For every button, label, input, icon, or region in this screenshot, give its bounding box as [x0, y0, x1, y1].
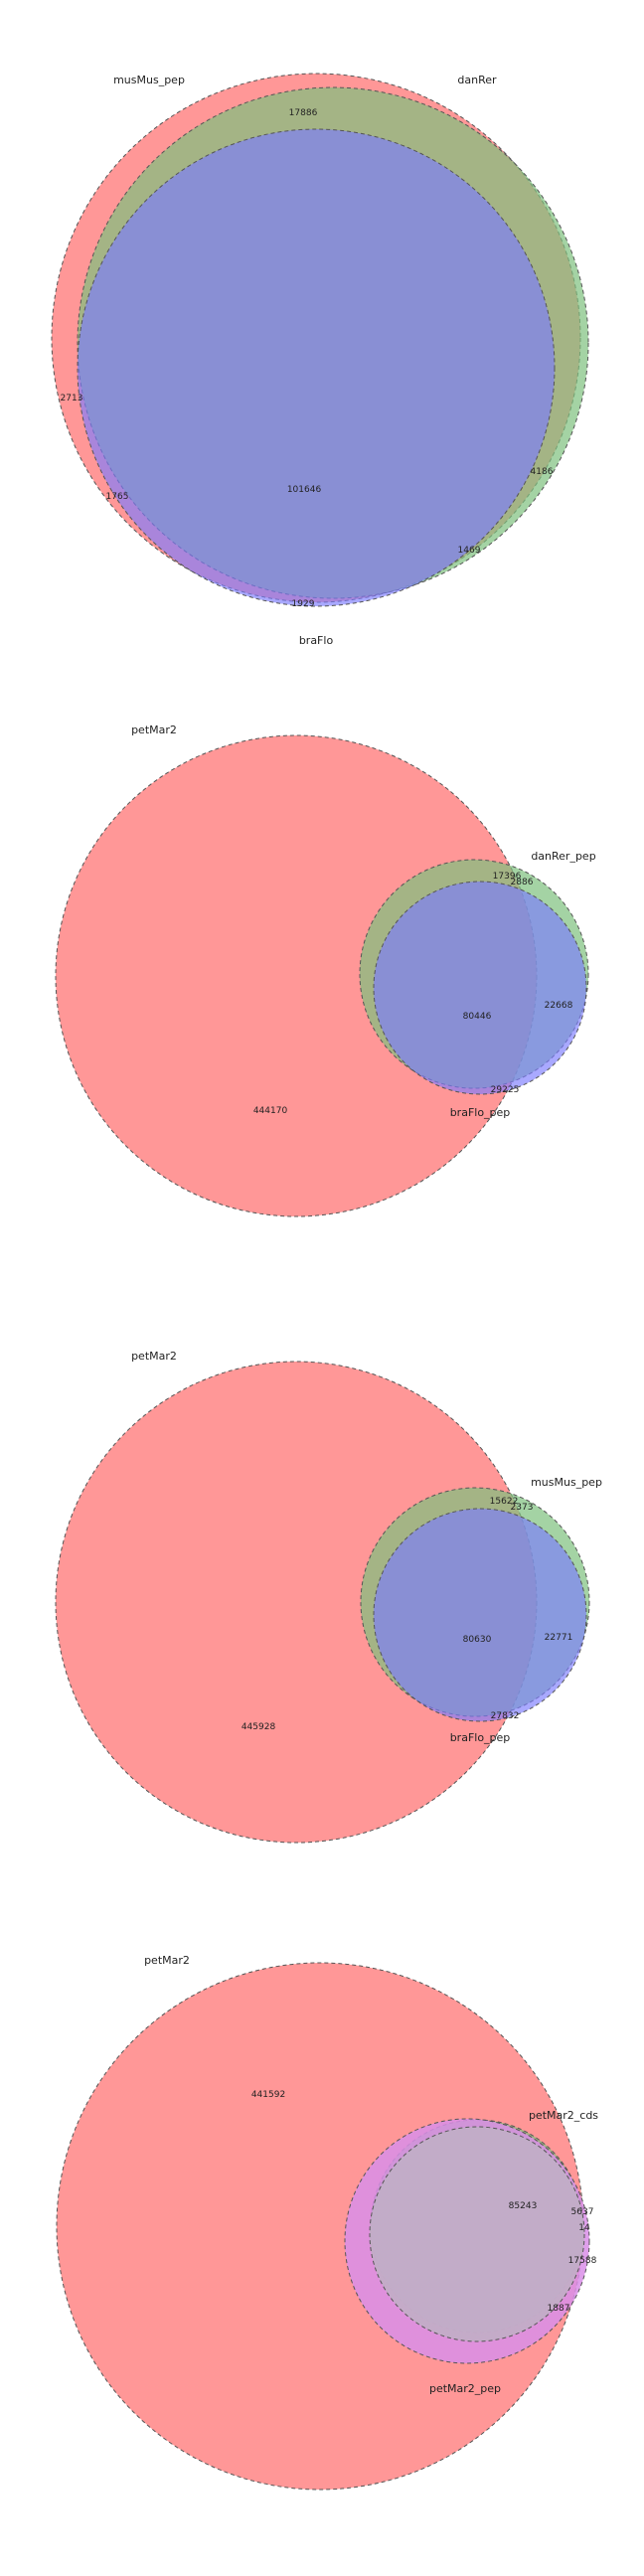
region-count: 1887 — [548, 2304, 570, 2314]
set-label-musmus-pep: musMus_pep — [531, 1476, 602, 1489]
region-count: 1765 — [106, 492, 129, 502]
region-count: 4186 — [531, 467, 554, 477]
region-count: 2886 — [511, 878, 534, 887]
region-count: 15622 — [490, 1497, 519, 1507]
set-circle-petmar2-cds-overlap — [369, 2126, 585, 2342]
region-count: 85243 — [509, 2201, 538, 2211]
region-count: 17588 — [568, 2256, 597, 2266]
set-label-danrer-pep: danRer_pep — [531, 850, 595, 863]
region-count: 22668 — [545, 1001, 573, 1011]
set-label-braflo: braFlo — [299, 634, 334, 647]
region-count: 27832 — [491, 1711, 520, 1721]
set-label-petmar2-pep: petMar2_pep — [429, 2382, 501, 2395]
set-label-braflo-pep: braFlo_pep — [450, 1731, 511, 1744]
set-circle-braflo — [77, 128, 556, 607]
region-count: 5637 — [571, 2207, 594, 2217]
set-label-petmar2: petMar2 — [131, 724, 177, 736]
region-count: 445928 — [242, 1722, 276, 1732]
set-label-petmar2-cds: petMar2_cds — [529, 2109, 598, 2122]
region-count: 1469 — [458, 546, 481, 556]
set-circle-braflo-pep — [373, 1508, 587, 1722]
region-count: 2373 — [511, 1503, 534, 1513]
region-count: 80446 — [463, 1012, 492, 1022]
venn-diagram-2: petMar2 danRer_pep braFlo_pep 17396 2886… — [55, 724, 596, 1217]
region-count: 1929 — [292, 599, 315, 609]
region-count: 80630 — [463, 1635, 492, 1645]
venn-diagram-4: petMar2 petMar2_cds petMar2_pep 441592 8… — [56, 1954, 598, 2491]
region-count: 29225 — [491, 1085, 520, 1095]
set-label-danrer: danRer — [457, 74, 497, 86]
set-circle-braflo-pep — [373, 881, 587, 1095]
region-count: 17886 — [289, 108, 318, 118]
set-label-braflo-pep: braFlo_pep — [450, 1106, 511, 1119]
region-count: 17396 — [493, 872, 522, 882]
venn-diagram-3: petMar2 musMus_pep braFlo_pep 15622 2373… — [55, 1350, 602, 1844]
set-label-musmus-pep: musMus_pep — [113, 74, 185, 86]
venn-diagram-1: musMus_pep danRer braFlo 17886 2713 4186… — [51, 73, 589, 647]
region-count: 2713 — [61, 394, 83, 403]
region-count: 22771 — [545, 1633, 573, 1643]
region-count: 444170 — [253, 1106, 288, 1116]
region-count: 14 — [578, 2223, 590, 2233]
set-label-petmar2: petMar2 — [131, 1350, 177, 1363]
region-count: 441592 — [251, 2090, 285, 2100]
region-count: 101646 — [287, 485, 322, 495]
set-label-petmar2: petMar2 — [144, 1954, 190, 1967]
